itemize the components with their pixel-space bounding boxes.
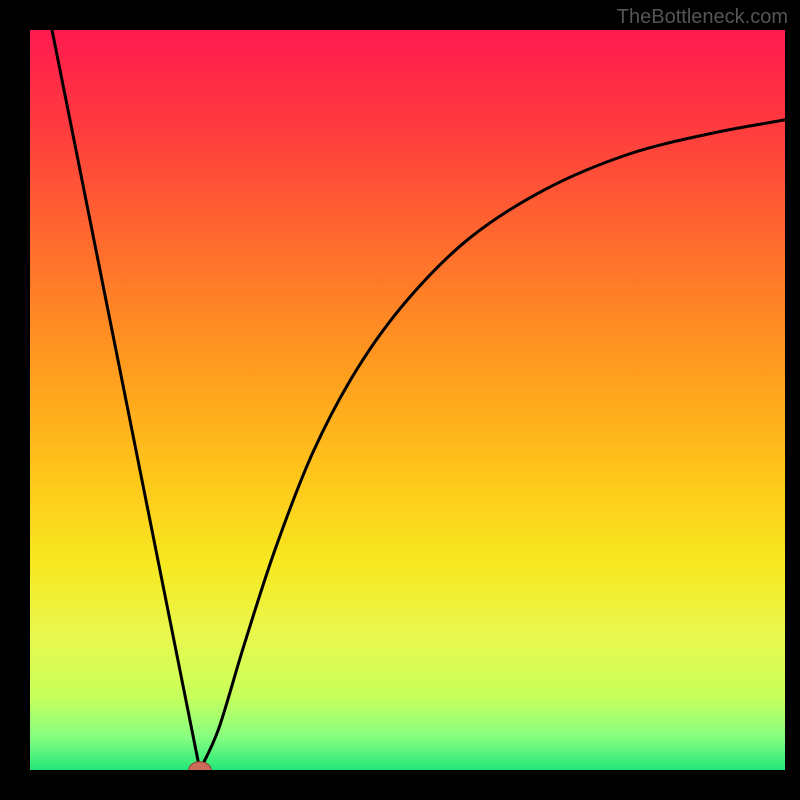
watermark-text: TheBottleneck.com: [617, 6, 788, 29]
plot-area: [30, 30, 785, 770]
gradient-chart: [30, 30, 785, 770]
